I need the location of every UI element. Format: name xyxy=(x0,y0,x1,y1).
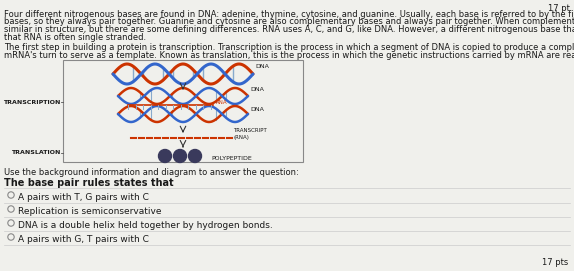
Text: Use the background information and diagram to answer the question:: Use the background information and diagr… xyxy=(4,168,298,177)
Text: Replication is semiconservative: Replication is semiconservative xyxy=(18,207,161,216)
Text: DNA: DNA xyxy=(255,64,269,69)
Text: bases, so they always pair together. Guanine and cytosine are also complementary: bases, so they always pair together. Gua… xyxy=(4,18,574,27)
Text: TRANSCRIPTION: TRANSCRIPTION xyxy=(3,99,60,105)
Text: The base pair rules states that: The base pair rules states that xyxy=(4,178,173,188)
Text: mRNA's turn to serve as a template. Known as translation, this is the process in: mRNA's turn to serve as a template. Know… xyxy=(4,50,574,60)
Text: similar in structure, but there are some defining differences. RNA uses A, C, an: similar in structure, but there are some… xyxy=(4,25,574,34)
Text: The first step in building a protein is transcription. Transcription is the proc: The first step in building a protein is … xyxy=(4,43,574,52)
Bar xyxy=(63,60,303,162)
Text: A pairs with G, T pairs with C: A pairs with G, T pairs with C xyxy=(18,235,149,244)
Text: that RNA is often single stranded.: that RNA is often single stranded. xyxy=(4,33,146,41)
Text: A pairs with T, G pairs with C: A pairs with T, G pairs with C xyxy=(18,193,149,202)
Text: 17 pt: 17 pt xyxy=(548,4,570,13)
Text: DNA: DNA xyxy=(250,107,264,112)
Text: POLYPEPTIDE: POLYPEPTIDE xyxy=(211,156,252,160)
Circle shape xyxy=(173,150,187,163)
Circle shape xyxy=(158,150,172,163)
Text: RNA: RNA xyxy=(216,100,228,105)
Text: 17 pts: 17 pts xyxy=(542,258,568,267)
Text: DNA: DNA xyxy=(250,87,264,92)
Text: TRANSLATION: TRANSLATION xyxy=(11,150,60,156)
Text: TRANSCRIPT: TRANSCRIPT xyxy=(233,128,267,133)
Text: Four different nitrogenous bases are found in DNA: adenine, thymine, cytosine, a: Four different nitrogenous bases are fou… xyxy=(4,10,574,19)
Text: DNA is a double helix held together by hydrogen bonds.: DNA is a double helix held together by h… xyxy=(18,221,273,230)
Text: (RNA): (RNA) xyxy=(233,135,249,140)
Circle shape xyxy=(188,150,201,163)
